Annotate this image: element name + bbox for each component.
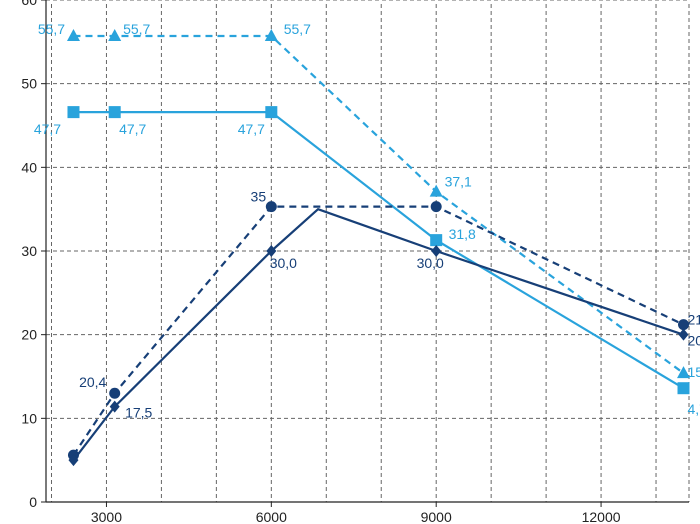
triangle-marker [264,28,278,41]
data-label: 47,7 [34,121,61,137]
data-label: 20,4 [79,374,106,390]
x-tick-label: 6000 [256,509,287,524]
triangle-marker [429,184,443,197]
y-tick-label: 30 [21,243,37,259]
square-marker [677,382,690,395]
square-marker [430,234,443,247]
square-marker [67,106,80,119]
data-label: 47,7 [238,121,265,137]
triangle-marker [108,28,122,41]
y-tick-label: 50 [21,76,37,92]
series-line [72,208,684,461]
triangle-marker [677,366,691,379]
circle-marker [265,201,277,213]
data-label: 37,1 [445,174,472,190]
data-label: 4,7 [688,401,700,417]
y-tick-label: 0 [29,494,37,510]
square-marker [265,106,278,119]
square-marker [108,106,121,119]
y-tick-label: 10 [21,410,37,426]
data-label: 17,5 [125,405,152,421]
data-label: 31,8 [449,226,476,242]
data-label: 20 [688,333,700,349]
x-tick-label: 12000 [582,509,621,524]
data-label: 15,4 [688,364,700,380]
grid [46,0,690,502]
series-group [66,28,691,379]
axes: 0 10 20 30 40 50 60 3000 6000 9000 12000 [21,0,689,524]
data-label: 30,0 [417,255,444,271]
circle-marker [430,201,442,213]
circle-marker [678,319,690,331]
y-tick-label: 40 [21,159,37,175]
x-tick-label: 9000 [421,509,452,524]
diamond-marker [68,454,79,467]
data-label: 30,0 [270,255,297,271]
data-label: 55,7 [38,21,65,37]
data-label: 35 [251,189,267,205]
series-group [67,201,690,461]
diamond-marker [431,245,442,257]
diamond-marker [109,400,120,413]
series-group [67,106,690,395]
diamond-marker [678,328,689,341]
x-tick-label: 3000 [91,509,122,524]
series [66,28,691,467]
series-group [68,208,689,467]
circle-marker [109,387,121,399]
data-labels: 55,7 55,7 55,7 37,1 15,4 47,7 47,7 47,7 31,8 4,7 2… [34,21,700,421]
data-label: 21 [688,312,700,328]
triangle-marker [66,28,80,41]
data-label: 55,7 [123,21,150,37]
data-label: 47,7 [119,121,146,137]
diamond-marker [266,245,277,257]
y-tick-label: 60 [21,0,37,8]
y-tick-label: 20 [21,327,37,343]
data-label: 55,7 [284,21,311,37]
